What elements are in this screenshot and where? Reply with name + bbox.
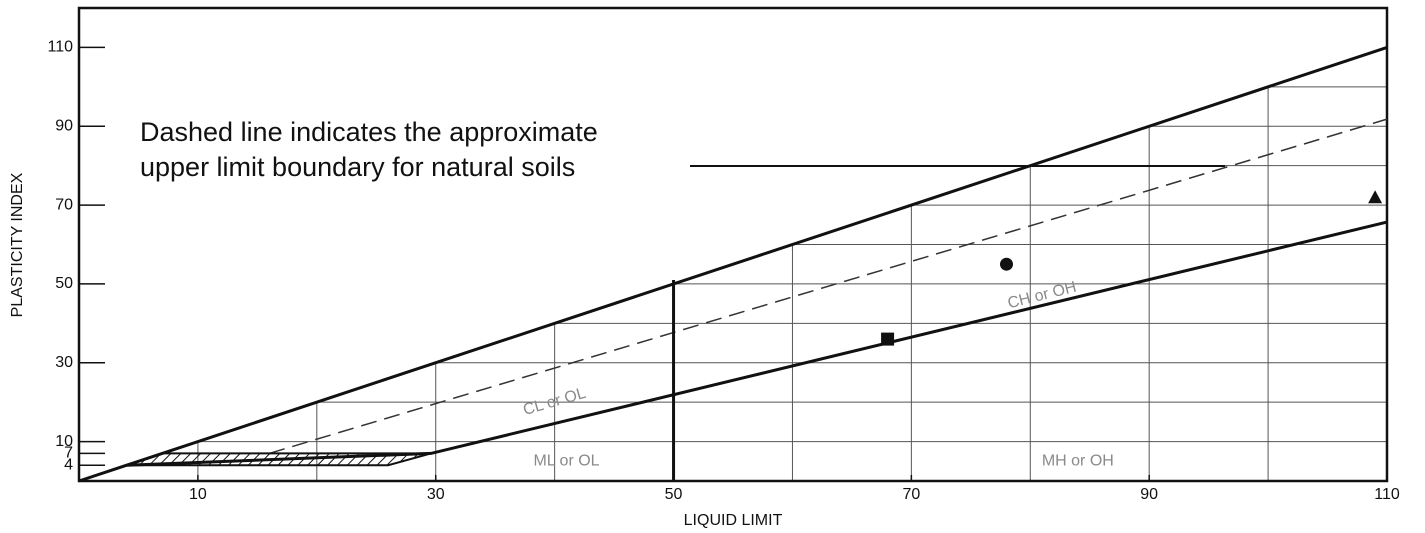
region-label: MH or OH <box>1042 453 1114 470</box>
data-point <box>1368 190 1383 204</box>
y-axis-label: PLASTICITY INDEX <box>9 172 26 317</box>
data-point <box>999 257 1013 271</box>
boundary-line <box>269 118 1388 455</box>
boundary-line <box>78 45 1388 483</box>
x-tick-label: 110 <box>1374 486 1400 503</box>
y-tick-label: 70 <box>55 196 73 213</box>
x-tick-label: 10 <box>189 486 207 503</box>
x-axis-label: LIQUID LIMIT <box>684 512 783 529</box>
grid <box>79 47 1387 481</box>
x-tick-label: 50 <box>665 486 683 503</box>
data-point <box>881 332 895 346</box>
plot-frame <box>77 6 1389 483</box>
y-tick-label: 4 <box>64 456 73 473</box>
y-tick-label: 50 <box>55 275 73 292</box>
boundary-line <box>126 220 1388 467</box>
y-tick-label: 10 <box>55 433 73 450</box>
x-tick-label: 70 <box>902 486 920 503</box>
y-tick-label: 7 <box>64 445 73 462</box>
y-tick-label: 90 <box>55 117 73 134</box>
x-tick-label: 90 <box>1140 486 1158 503</box>
region-label: ML or OL <box>533 453 599 470</box>
y-tick-label: 30 <box>55 354 73 371</box>
y-tick-label: 110 <box>47 39 73 56</box>
hatched-zone <box>126 452 432 467</box>
annotation: upper limit boundary for natural soils <box>140 152 575 182</box>
x-tick-label: 30 <box>427 486 445 503</box>
annotation: Dashed line indicates the approximate <box>140 117 598 147</box>
